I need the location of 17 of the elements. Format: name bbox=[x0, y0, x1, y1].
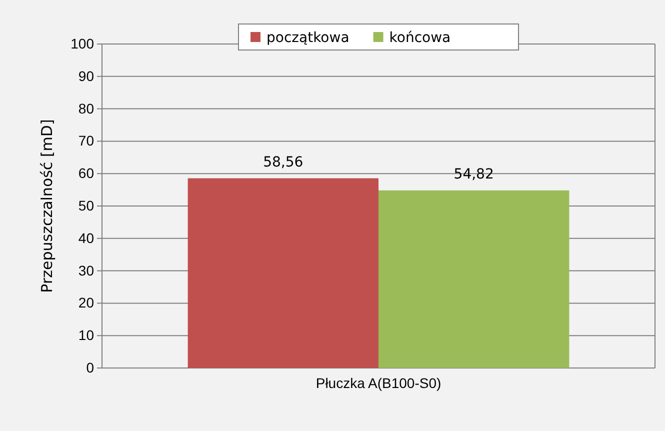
y-tick-label: 80 bbox=[78, 100, 94, 116]
legend-label: końcowa bbox=[389, 30, 451, 46]
y-tick-label: 10 bbox=[78, 327, 94, 344]
y-tick-label: 100 bbox=[70, 35, 94, 52]
x-tick-label: Płuczka A(B100-S0) bbox=[316, 374, 442, 391]
y-tick-label: 30 bbox=[78, 262, 94, 278]
y-tick-label: 50 bbox=[78, 197, 94, 214]
y-tick-label: 0 bbox=[86, 359, 94, 376]
legend-label: początkowa bbox=[266, 30, 350, 46]
y-tick-label: 60 bbox=[78, 165, 94, 182]
y-axis-title: Przepuszczalność [mD] bbox=[38, 119, 56, 293]
data-label: 54,82 bbox=[454, 166, 494, 182]
y-tick-label: 20 bbox=[78, 294, 94, 311]
y-tick-label: 40 bbox=[78, 230, 94, 246]
y-tick-label: 90 bbox=[78, 68, 94, 84]
data-label: 58,56 bbox=[263, 154, 304, 170]
y-tick-label: 70 bbox=[78, 132, 94, 149]
